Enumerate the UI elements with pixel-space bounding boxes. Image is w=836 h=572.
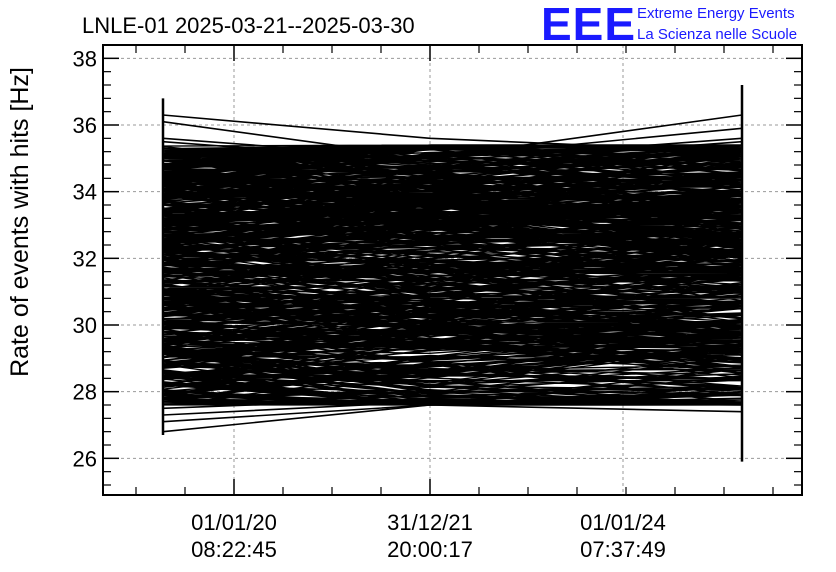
range-bars	[161, 85, 744, 462]
y-tick-label-3: 32	[73, 246, 97, 271]
y-tick-label-4: 34	[73, 180, 97, 205]
y-tick-label-2: 30	[73, 313, 97, 338]
y-tick-label-6: 38	[73, 46, 97, 71]
series-line-0	[162, 114, 743, 153]
data-band	[162, 144, 743, 406]
y-tick-label-1: 28	[73, 380, 97, 405]
eee-logo-mark: EEE	[541, 0, 636, 50]
plot-frame	[102, 44, 803, 496]
y-axis-label: Rate of events with hits [Hz]	[6, 67, 34, 377]
chart-title: LNLE-01 2025-03-21--2025-03-30	[82, 13, 415, 38]
series-line-7	[162, 397, 743, 433]
y-tick-label-0: 26	[73, 446, 97, 471]
eee-logo-line1: Extreme Energy Events	[637, 5, 795, 22]
eee-logo: EEE Extreme Energy Events La Scienza nel…	[541, 0, 797, 50]
series-line-5	[162, 147, 743, 170]
y-tick-label-5: 36	[73, 113, 97, 138]
x-tick-label-time-2: 07:37:49	[580, 537, 666, 562]
x-tick-label-date-0: 01/01/20	[191, 510, 277, 535]
series-line-4	[162, 140, 743, 166]
x-tick-label-date-1: 31/12/21	[387, 510, 473, 535]
series-line-6	[162, 404, 743, 423]
eee-logo-line2: La Scienza nelle Scuole	[637, 26, 797, 43]
x-tick-label-date-2: 01/01/24	[580, 510, 666, 535]
x-tick-label-time-1: 20:00:17	[387, 537, 473, 562]
series-line-3	[162, 137, 743, 163]
trace-band	[162, 144, 743, 406]
series-line-10	[162, 387, 743, 400]
data-series	[162, 114, 743, 433]
x-tick-label-time-0: 08:22:45	[191, 537, 277, 562]
series-line-2	[162, 127, 743, 160]
series-line-9	[162, 394, 743, 410]
series-line-8	[162, 400, 743, 416]
y-axis-ticks: 26 28 30 32 34 36 38	[73, 44, 802, 486]
